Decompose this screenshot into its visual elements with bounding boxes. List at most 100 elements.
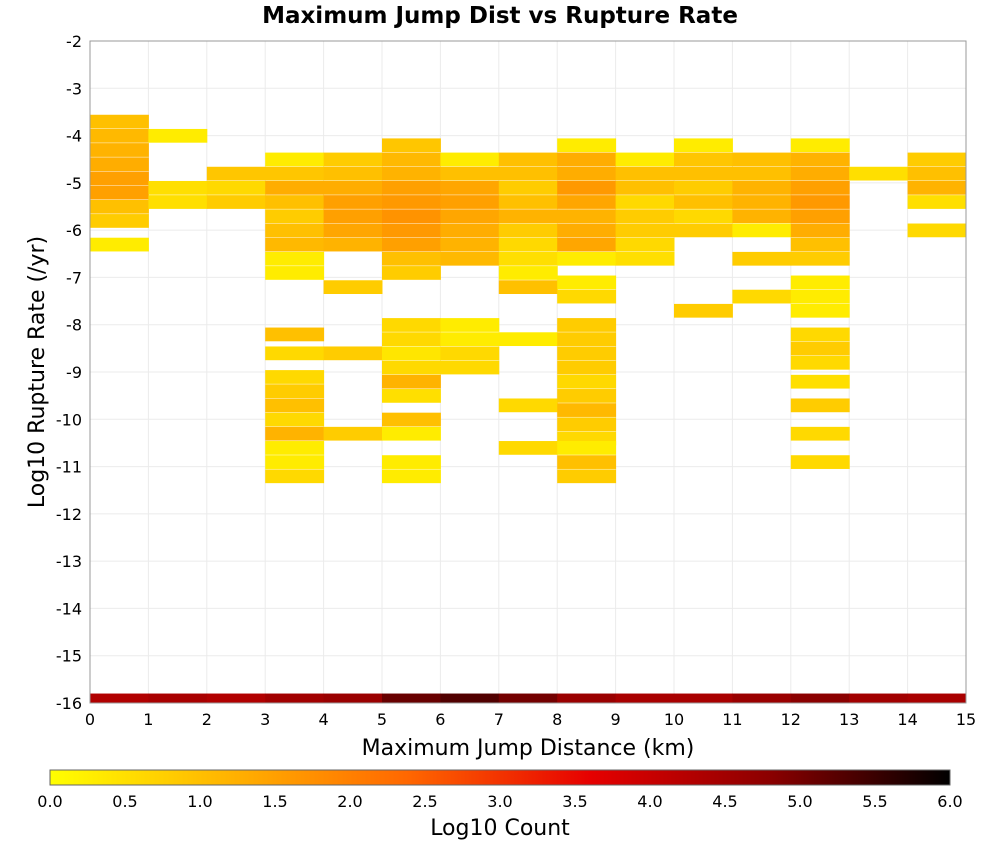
x-axis-label: Maximum Jump Distance (km)	[362, 736, 695, 761]
heatmap-cell	[557, 441, 617, 455]
heatmap-cell-bottom	[907, 693, 967, 703]
heatmap-cell	[323, 280, 383, 295]
heatmap-cell	[732, 223, 792, 238]
y-tick-label: -15	[56, 647, 82, 666]
heatmap-cell	[674, 195, 733, 209]
y-tick-label: -8	[66, 316, 82, 335]
heatmap-cell	[557, 346, 617, 361]
heatmap-cell	[440, 223, 500, 238]
heatmap-cell	[382, 180, 441, 195]
heatmap-cell	[498, 251, 558, 266]
x-tick-label: 9	[611, 710, 621, 729]
colorbar-tick-label: 3.0	[487, 792, 512, 811]
heatmap-cell-bottom	[790, 693, 850, 703]
heatmap-cell	[382, 455, 441, 469]
heatmap-cell	[90, 214, 149, 228]
heatmap-cell	[265, 346, 325, 361]
y-tick-label: -3	[66, 79, 82, 98]
heatmap-cell	[265, 209, 325, 224]
x-tick-label: 3	[260, 710, 270, 729]
heatmap-cell	[382, 152, 441, 167]
heatmap-cell	[557, 152, 617, 167]
heatmap-cell	[790, 341, 850, 356]
x-tick-label: 6	[435, 710, 445, 729]
colorbar-tick-label: 4.0	[637, 792, 662, 811]
heatmap-cell	[90, 237, 149, 252]
heatmap-cell	[382, 138, 441, 153]
heatmap-cell-bottom	[323, 693, 383, 703]
heatmap-cell	[557, 403, 617, 417]
y-axis-label: Log10 Rupture Rate (/yr)	[25, 236, 50, 508]
x-tick-label: 4	[319, 710, 329, 729]
heatmap-cell	[732, 180, 792, 195]
heatmap-cell	[790, 327, 850, 342]
heatmap-cell	[557, 389, 617, 403]
heatmap-cell	[206, 195, 266, 209]
heatmap-cell	[498, 223, 558, 238]
colorbar-tick-label: 5.5	[862, 792, 887, 811]
heatmap-cell	[440, 180, 500, 195]
x-tick-label: 13	[839, 710, 859, 729]
heatmap-cell	[674, 303, 733, 318]
heatmap-cell	[674, 166, 733, 181]
heatmap-cell	[206, 166, 266, 181]
heatmap-cell	[265, 152, 325, 167]
heatmap-cell	[557, 223, 617, 238]
heatmap-cell	[382, 266, 441, 280]
heatmap-cell	[382, 360, 441, 375]
colorbar-tick-label: 2.0	[337, 792, 362, 811]
heatmap-cell	[382, 209, 441, 224]
heatmap-cell	[323, 180, 383, 195]
heatmap-cell	[90, 128, 149, 143]
heatmap-cell	[265, 398, 325, 413]
heatmap-cell-bottom	[557, 693, 617, 703]
x-tick-label: 15	[956, 710, 976, 729]
heatmap-cell	[382, 412, 441, 427]
heatmap-cell	[265, 195, 325, 209]
heatmap-cell	[790, 223, 850, 238]
y-tick-label: -2	[66, 32, 82, 51]
chart-title: Maximum Jump Dist vs Rupture Rate	[262, 3, 738, 29]
heatmap-cell	[790, 237, 850, 252]
heatmap-cell	[440, 195, 500, 209]
heatmap-cell	[615, 237, 675, 252]
heatmap-cell	[557, 209, 617, 224]
heatmap-cell-bottom	[849, 693, 909, 703]
heatmap-cell	[265, 266, 325, 280]
heatmap-cell	[323, 209, 383, 224]
x-tick-label: 0	[85, 710, 95, 729]
heatmap-cell	[148, 128, 208, 143]
heatmap-cell	[498, 441, 558, 455]
y-tick-label: -13	[56, 552, 82, 571]
x-tick-label: 14	[897, 710, 917, 729]
x-tick-label: 11	[722, 710, 742, 729]
y-tick-label: -6	[66, 221, 82, 240]
x-tick-label: 10	[664, 710, 684, 729]
heatmap-cell	[148, 195, 208, 209]
heatmap-cell	[790, 251, 850, 266]
heatmap-cell	[498, 398, 558, 413]
y-tick-label: -14	[56, 599, 82, 618]
y-tick-label: -10	[56, 410, 82, 429]
heatmap-cell	[557, 289, 617, 304]
colorbar-label: Log10 Count	[430, 816, 570, 841]
x-tick-label: 12	[781, 710, 801, 729]
heatmap-cell	[440, 209, 500, 224]
heatmap-cell	[323, 152, 383, 167]
heatmap-cell	[440, 237, 500, 252]
heatmap-cell	[382, 346, 441, 361]
heatmap-cell	[790, 275, 850, 290]
heatmap-cell-bottom	[615, 693, 675, 703]
colorbar-tick-label: 4.5	[712, 792, 737, 811]
heatmap-cell	[732, 209, 792, 224]
heatmap-cell	[323, 237, 383, 252]
heatmap-cell	[557, 417, 617, 432]
heatmap-cell	[382, 251, 441, 266]
y-tick-label: -11	[56, 458, 82, 477]
y-axis-ticks: -2 -3 -4 -5 -6 -7 -8 -9 -10 -11 -12 -13 -14 -15 -16	[56, 32, 82, 713]
y-tick-label: -12	[56, 505, 82, 524]
heatmap-cell	[790, 455, 850, 469]
heatmap-cell	[265, 426, 325, 441]
heatmap-cell	[674, 138, 733, 153]
colorbar-tick-label: 1.5	[262, 792, 287, 811]
